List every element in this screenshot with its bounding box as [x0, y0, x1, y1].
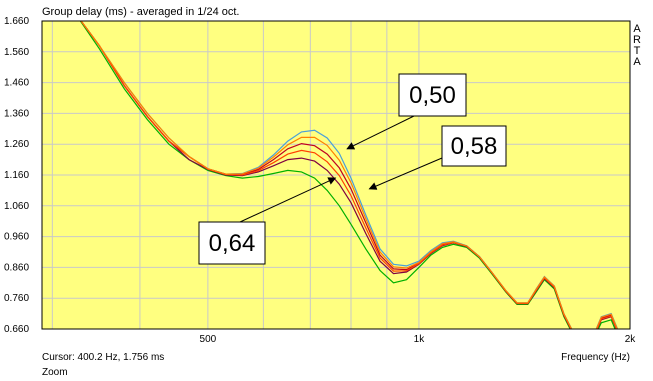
y-tick-label: 1.460 — [4, 78, 29, 89]
x-tick-label: 500 — [200, 334, 217, 345]
y-tick-label: 1.260 — [4, 139, 29, 150]
y-tick-label: 0.660 — [4, 324, 29, 335]
annotations: 0,50 0,58 0,64 — [198, 73, 507, 265]
y-tick-label: 1.560 — [4, 47, 29, 58]
chart-title: Group delay (ms) - averaged in 1/24 oct. — [42, 6, 239, 18]
x-axis-label: Frequency (Hz) — [561, 352, 630, 363]
annotation-box — [441, 125, 507, 167]
arta-letter: A — [633, 23, 641, 35]
cursor-readout: Cursor: 400.2 Hz, 1.756 ms — [42, 352, 164, 363]
zoom-button[interactable]: Zoom — [42, 367, 68, 378]
y-tick-label: 1.360 — [4, 108, 29, 119]
y-tick-label: 1.060 — [4, 201, 29, 212]
annotation-box — [198, 221, 266, 265]
y-tick-label: 0.960 — [4, 232, 29, 243]
x-tick-labels: 500 1k 2k — [200, 334, 637, 345]
grid — [42, 21, 630, 329]
annotation-box — [398, 73, 467, 117]
x-tick-label: 1k — [414, 334, 426, 345]
annotation-label: 0,64 — [209, 230, 256, 257]
annotation-arrow — [368, 157, 443, 190]
series-line — [80, 21, 619, 329]
y-tick-label: 1.160 — [4, 170, 29, 181]
annotation-label: 0,50 — [409, 82, 456, 109]
arta-letter: A — [633, 56, 641, 68]
arta-letter: T — [634, 45, 641, 57]
arta-letter: R — [633, 34, 641, 46]
y-tick-label: 0.760 — [4, 293, 29, 304]
x-tick-label: 2k — [625, 334, 637, 345]
plot-frame — [41, 20, 631, 330]
series-group — [79, 21, 619, 329]
y-tick-label: 1.660 — [4, 16, 29, 27]
annotation-arrow — [239, 177, 337, 223]
annotation-label: 0,58 — [451, 133, 498, 160]
y-tick-label: 0.860 — [4, 262, 29, 273]
y-tick-labels: 0.660 0.760 0.860 0.960 1.060 1.160 1.260 1.360… — [4, 16, 29, 335]
annotation-arrow — [346, 115, 415, 150]
